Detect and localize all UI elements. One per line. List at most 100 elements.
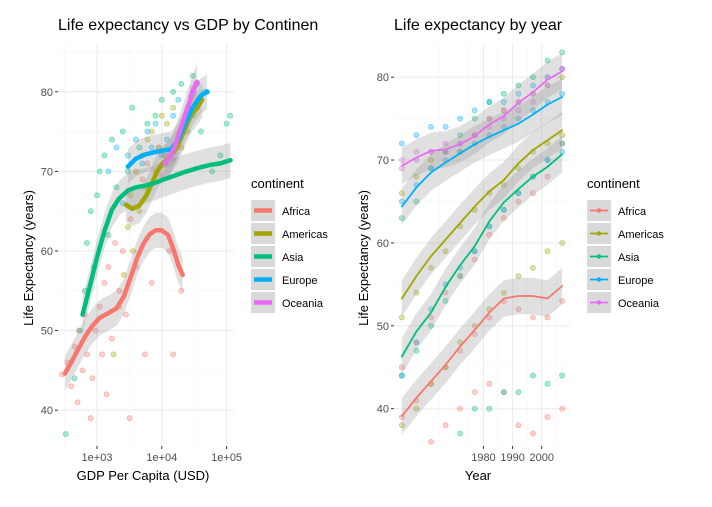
legend-label-oceania: Oceania [618, 298, 660, 310]
data-point-africa [559, 298, 566, 304]
data-point-americas [413, 289, 420, 296]
data-point-asia [71, 375, 78, 382]
data-point-africa [170, 351, 177, 358]
legend-key-point-europe [596, 277, 602, 282]
data-point-asia [178, 80, 185, 87]
data-point-europe [175, 96, 182, 103]
confidence-ribbon-europe [127, 74, 208, 185]
data-point-africa [103, 391, 110, 398]
y-tick-label: 50 [377, 321, 389, 333]
data-point-europe [398, 198, 405, 205]
legend-key-point-americas [596, 231, 602, 236]
data-point-europe [428, 123, 434, 130]
data-point-asia [530, 372, 536, 379]
data-point-asia [457, 273, 464, 279]
left-y-axis-title: Life Expectancy (years) [21, 190, 36, 326]
legend-label-africa: Africa [282, 206, 311, 218]
data-point-africa [486, 231, 493, 238]
data-point-asia [144, 120, 151, 127]
x-tick-label: 1980 [471, 452, 495, 464]
smooth-line-americas [400, 129, 563, 300]
y-tick-label: 70 [377, 155, 389, 167]
legend-label-asia: Asia [618, 252, 640, 264]
data-point-americas [398, 190, 405, 197]
axes: 40 50 60 70 80 1980 1990 2000 [377, 72, 554, 464]
data-point-africa [428, 314, 434, 321]
y-tick-label: 80 [41, 87, 53, 99]
confidence-ribbon-africa [401, 267, 563, 435]
data-point-asia [84, 240, 90, 246]
right-legend: continent Africa Americas Asia Europe Oceania [587, 176, 664, 313]
data-point-asia [486, 405, 493, 412]
data-point-europe [144, 128, 151, 135]
data-point-asia [544, 57, 551, 64]
data-point-africa [105, 263, 112, 270]
data-point-americas [559, 74, 566, 81]
data-point-africa [500, 215, 507, 221]
left-legend: continent Africa Americas Asia Europe Oceania [251, 176, 328, 313]
data-point-africa [486, 380, 493, 387]
data-point-europe [139, 160, 146, 167]
data-point-americas [398, 422, 405, 429]
legend-label-americas: Americas [618, 229, 664, 241]
data-point-americas [144, 136, 151, 143]
data-point-asia [530, 74, 536, 81]
data-point-europe [148, 144, 155, 151]
data-point-africa [457, 405, 464, 412]
y-tick-label: 60 [41, 246, 53, 258]
smooth-line-europe [400, 96, 563, 208]
data-point-europe [152, 120, 159, 127]
data-point-asia [428, 322, 434, 329]
data-point-africa [127, 216, 134, 223]
data-point-asia [471, 115, 478, 122]
data-point-europe [398, 140, 405, 147]
legend-label-oceania: Oceania [282, 298, 324, 310]
data-point-asia [197, 128, 204, 135]
data-point-africa [428, 438, 434, 445]
smooth-lines [62, 64, 233, 392]
smooth-line-asia [80, 157, 233, 317]
data-point-europe [413, 132, 420, 139]
data-point-asia [77, 327, 84, 334]
right-plot-panel: 40 50 60 70 80 1980 1990 2000 [377, 44, 570, 464]
data-point-americas [500, 289, 507, 296]
data-point-americas [515, 273, 522, 279]
data-point-oceania [530, 99, 536, 105]
data-point-americas [136, 208, 143, 215]
x-tick-label: 1e+03 [82, 452, 113, 464]
y-tick-label: 40 [41, 405, 53, 417]
data-point-americas [133, 168, 139, 175]
data-point-americas [530, 264, 536, 271]
data-point-europe [515, 115, 522, 122]
left-plot-panel: 40 50 60 70 80 1e+03 1e+04 1e+05 [41, 44, 242, 464]
data-point-europe [133, 136, 139, 143]
data-point-africa [398, 364, 405, 371]
data-point-africa [92, 327, 99, 334]
data-point-asia [217, 152, 224, 159]
data-point-africa [486, 314, 493, 321]
axes: 40 50 60 70 80 1e+03 1e+04 1e+05 [41, 87, 242, 464]
smooth-lines [400, 53, 563, 435]
data-point-asia [471, 405, 478, 412]
data-point-africa [79, 367, 86, 374]
data-point-asia [413, 347, 420, 354]
data-point-europe [428, 165, 434, 172]
data-point-europe [471, 248, 478, 255]
data-point-asia [559, 372, 566, 379]
data-point-africa [178, 287, 185, 294]
data-point-africa [142, 351, 148, 358]
data-point-africa [116, 287, 123, 294]
data-point-asia [559, 49, 566, 56]
data-point-americas [125, 224, 131, 230]
data-point-asia [209, 168, 216, 175]
panel-background [58, 44, 234, 446]
data-point-americas [442, 248, 449, 255]
data-point-asia [457, 430, 464, 437]
legend-label-asia: Asia [282, 252, 304, 264]
smooth-line-asia [400, 153, 563, 358]
data-point-asia [227, 112, 233, 119]
data-point-africa [75, 327, 82, 334]
smooth-line-oceania [162, 79, 200, 166]
data-point-asia [62, 431, 69, 437]
y-tick-label: 70 [41, 166, 53, 178]
